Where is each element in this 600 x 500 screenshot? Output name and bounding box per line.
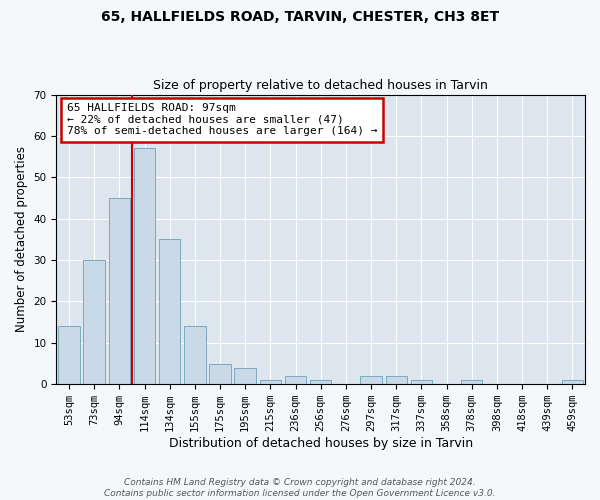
Bar <box>310 380 331 384</box>
Bar <box>260 380 281 384</box>
Bar <box>386 376 407 384</box>
Bar <box>209 364 231 384</box>
X-axis label: Distribution of detached houses by size in Tarvin: Distribution of detached houses by size … <box>169 437 473 450</box>
Bar <box>109 198 130 384</box>
Bar <box>58 326 80 384</box>
Bar <box>461 380 482 384</box>
Bar <box>159 240 181 384</box>
Text: 65 HALLFIELDS ROAD: 97sqm
← 22% of detached houses are smaller (47)
78% of semi-: 65 HALLFIELDS ROAD: 97sqm ← 22% of detac… <box>67 103 377 136</box>
Title: Size of property relative to detached houses in Tarvin: Size of property relative to detached ho… <box>153 79 488 92</box>
Text: 65, HALLFIELDS ROAD, TARVIN, CHESTER, CH3 8ET: 65, HALLFIELDS ROAD, TARVIN, CHESTER, CH… <box>101 10 499 24</box>
Bar <box>410 380 432 384</box>
Bar <box>134 148 155 384</box>
Text: Contains HM Land Registry data © Crown copyright and database right 2024.
Contai: Contains HM Land Registry data © Crown c… <box>104 478 496 498</box>
Bar <box>361 376 382 384</box>
Y-axis label: Number of detached properties: Number of detached properties <box>15 146 28 332</box>
Bar <box>285 376 306 384</box>
Bar <box>83 260 105 384</box>
Bar <box>184 326 206 384</box>
Bar <box>562 380 583 384</box>
Bar <box>235 368 256 384</box>
